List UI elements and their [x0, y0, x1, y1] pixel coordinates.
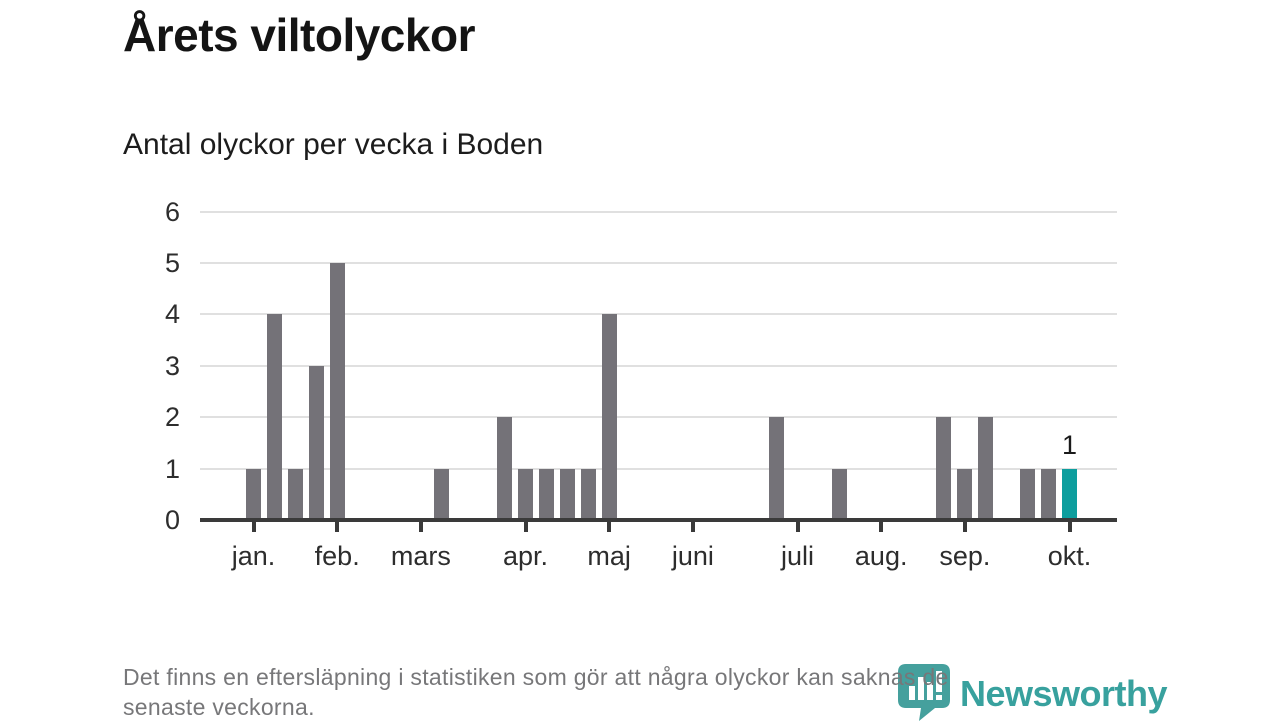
bar-week	[434, 468, 450, 520]
bar-week	[831, 468, 847, 520]
y-axis-tick-label: 2	[164, 402, 180, 433]
x-axis-tick	[690, 522, 695, 532]
footnote-line: senaste veckorna.	[123, 694, 315, 720]
newsworthy-speech-bubble-chart-icon	[898, 664, 950, 721]
bar-week	[580, 468, 596, 520]
bar-week	[1020, 468, 1036, 520]
newsworthy-logo-text: Newsworthy	[960, 673, 1168, 714]
chart-title: Årets viltolyckor	[123, 9, 475, 61]
gridline-y-2	[200, 416, 1117, 419]
gridline-y-4	[200, 313, 1117, 316]
x-axis-tick	[418, 522, 423, 532]
gridline-y-1	[200, 467, 1117, 470]
bar-value-label: 1	[1061, 429, 1078, 460]
gridline-y-5	[200, 261, 1117, 264]
x-axis-month-label: okt.	[1047, 541, 1092, 571]
footnote: Det finns en eftersläpning i statistiken…	[123, 662, 1223, 722]
x-axis-month-label: mars	[390, 541, 451, 571]
y-axis-tick-label: 5	[164, 247, 180, 278]
bar-week	[1041, 468, 1057, 520]
x-axis-month-label: juli	[780, 541, 814, 571]
x-axis-month-label: aug.	[854, 541, 908, 571]
bar-week	[559, 468, 575, 520]
gridline-y-6	[200, 210, 1117, 213]
bar-week	[266, 314, 282, 520]
x-axis-tick	[607, 522, 612, 532]
footnote-line: Det finns en eftersläpning i statistiken…	[123, 664, 949, 690]
x-axis-line	[200, 518, 1117, 522]
bar-week	[518, 468, 533, 520]
y-axis-tick-label: 1	[164, 453, 180, 484]
bar-week	[329, 262, 345, 520]
bar-week	[538, 468, 554, 520]
x-axis-month-label: sep.	[939, 541, 991, 571]
x-axis-month-label: apr.	[502, 541, 549, 571]
bar-week	[936, 417, 952, 520]
bar-week	[287, 468, 303, 520]
x-axis-tick	[523, 522, 528, 532]
bar-week	[601, 314, 617, 520]
bar-week	[246, 468, 261, 520]
y-axis-tick-label: 4	[164, 299, 180, 330]
bar-week	[497, 417, 513, 520]
bar-week	[957, 468, 973, 520]
x-axis-tick	[795, 522, 800, 532]
x-axis-month-label: jan.	[231, 541, 276, 571]
gridline-y-3	[200, 364, 1117, 367]
x-axis-tick	[251, 522, 256, 532]
x-axis-month-label: feb.	[314, 541, 360, 571]
y-axis-tick-label: 3	[164, 350, 180, 381]
bar-week	[308, 365, 324, 520]
x-axis-month-label: maj	[587, 541, 631, 571]
bar-week	[978, 417, 994, 520]
x-axis-month-label: juni	[671, 541, 714, 571]
bar-week-highlighted	[1062, 468, 1077, 520]
y-axis-tick-label: 6	[164, 196, 180, 227]
bar-week	[769, 417, 785, 520]
x-axis-tick	[962, 522, 967, 532]
y-axis-tick-label: 0	[164, 505, 180, 535]
newsworthy-logo: Newsworthy	[898, 664, 1168, 721]
x-axis-tick	[879, 522, 884, 532]
chart-subtitle: Antal olyckor per vecka i Boden	[123, 128, 544, 161]
x-axis-tick	[335, 522, 340, 532]
x-axis-tick	[1067, 522, 1072, 532]
